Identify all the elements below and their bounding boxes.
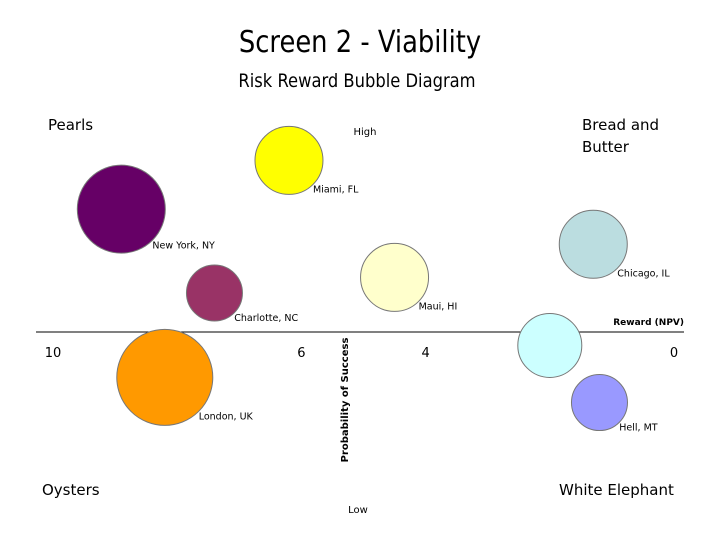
bubble [558,209,628,279]
bubble-label: Chicago, IL [617,268,670,279]
bubble [517,312,583,378]
bubble [254,125,324,195]
quadrant-white-elephant: White Elephant [559,481,674,499]
quadrant-oysters: Oysters [42,481,100,499]
bubble [360,242,430,312]
x-tick-label: 10 [45,346,62,361]
y-axis-high-label: High [354,127,377,138]
bubble [116,328,214,426]
quadrant-bread-line2: Butter [582,138,630,156]
y-axis-title: Probability of Success [340,338,351,463]
bubble-label: Charlotte, NC [234,313,298,324]
slide-title: Screen 2 - Viability [239,24,481,59]
bubble-label: Hell, MT [619,422,658,433]
slide-subtitle: Risk Reward Bubble Diagram [238,71,475,92]
bubble-label: Maui, HI [419,301,458,312]
y-axis-low-label: Low [348,505,368,516]
x-tick-label: 4 [421,346,429,361]
bubble-label: New York, NY [152,240,215,251]
bubble [185,264,243,322]
quadrant-pearls: Pearls [48,116,93,134]
quadrant-bread-line1: Bread and [582,116,659,134]
bubble [570,374,628,432]
x-tick-label: 0 [670,346,678,361]
bubble-label: London, UK [199,411,254,422]
x-tick-label: 6 [297,346,305,361]
x-axis-title: Reward (NPV) [613,318,684,328]
bubble [76,164,166,254]
bubble-label: Miami, FL [313,184,359,195]
